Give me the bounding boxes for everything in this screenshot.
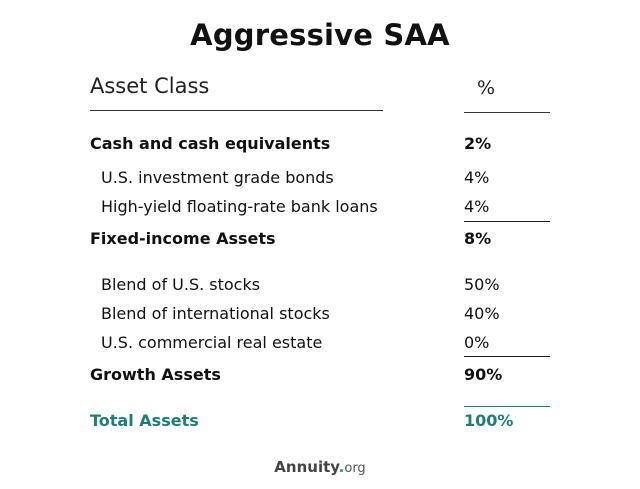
percent-header-underline (464, 112, 550, 113)
percent-header: % (477, 77, 496, 99)
row-value: 4% (464, 168, 490, 187)
row-value: 50% (464, 275, 500, 294)
subtotal-divider (464, 221, 550, 222)
row-label: U.S. commercial real estate (101, 333, 323, 352)
asset-class-header-underline (90, 110, 383, 111)
row-value: 4% (464, 197, 490, 216)
logo-dot: . (338, 458, 345, 476)
row-value: 40% (464, 304, 500, 323)
row-label: Cash and cash equivalents (90, 134, 331, 153)
annuity-logo: Annuity.org (0, 458, 640, 476)
row-value: 0% (464, 333, 490, 352)
row-value: 8% (464, 229, 492, 248)
row-value: 90% (464, 365, 503, 384)
row-label: High-yield floating-rate bank loans (101, 197, 378, 216)
row-label: Blend of U.S. stocks (101, 275, 261, 294)
logo-name: Annuity (274, 458, 339, 476)
subtotal-divider (464, 356, 550, 357)
row-value: 2% (464, 134, 492, 153)
row-value: 100% (464, 411, 514, 430)
row-label: Blend of international stocks (101, 304, 330, 323)
row-label: Fixed-income Assets (90, 229, 276, 248)
row-label: Growth Assets (90, 365, 221, 384)
logo-tld: org (344, 461, 366, 476)
asset-class-header: Asset Class (90, 74, 210, 98)
page-title: Aggressive SAA (190, 18, 450, 52)
row-label: U.S. investment grade bonds (101, 168, 334, 187)
total-divider (464, 406, 550, 407)
row-label: Total Assets (90, 411, 199, 430)
